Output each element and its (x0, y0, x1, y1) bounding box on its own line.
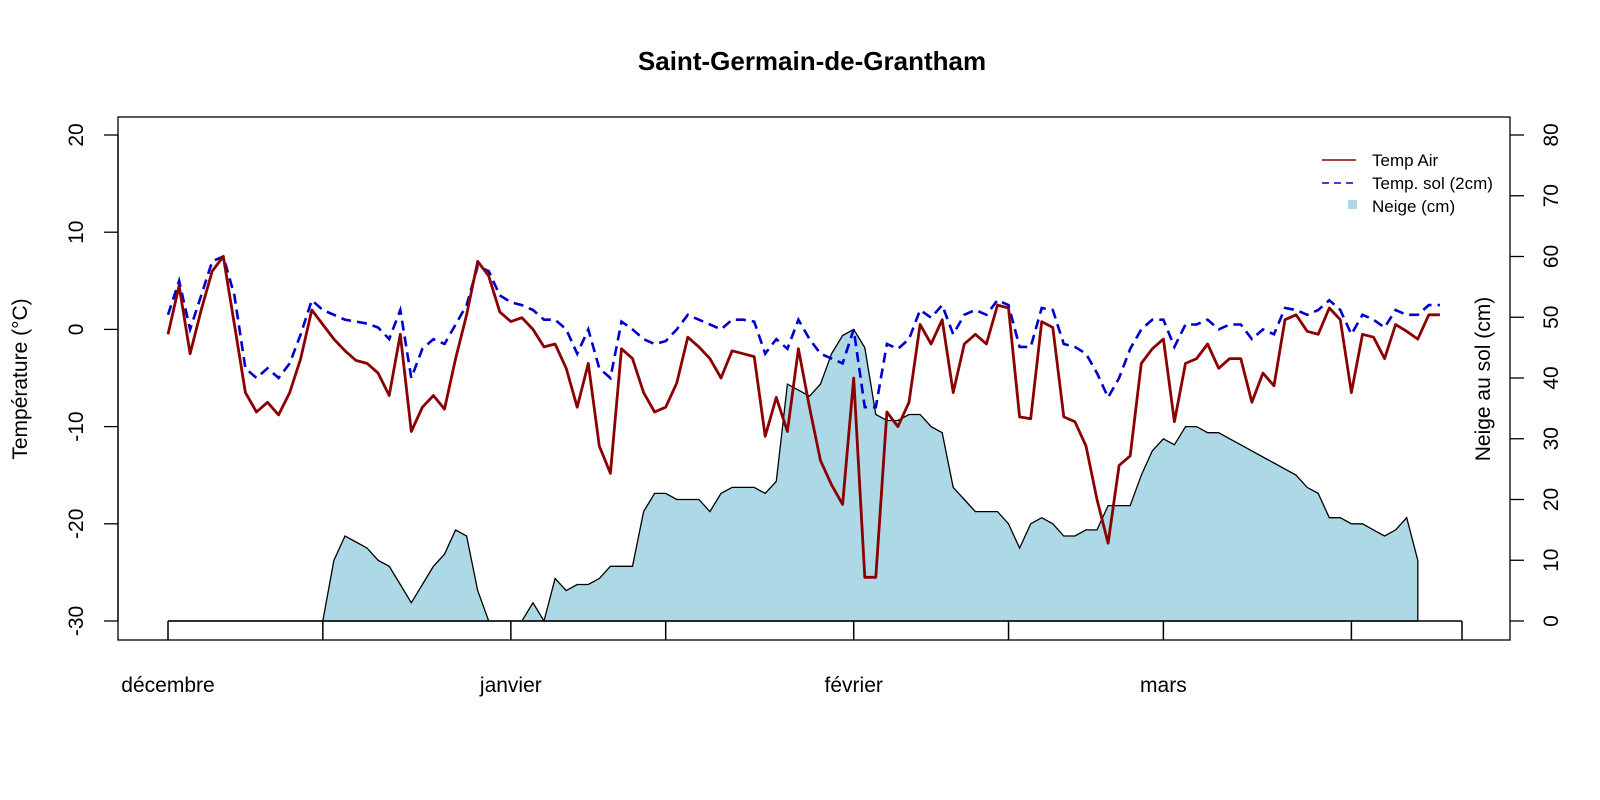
y-right-tick-label: 30 (1540, 427, 1563, 450)
month-ticks (167, 621, 1463, 640)
right-axis: 0 10 20 30 40 50 60 70 80 (1510, 123, 1563, 627)
month-label: décembre (121, 674, 214, 697)
legend: Temp Air Temp. sol (2cm) Neige (cm) (1322, 151, 1493, 216)
legend-neige-label: Neige (cm) (1372, 197, 1455, 216)
y-right-tick-label: 40 (1540, 366, 1563, 389)
month-label: février (825, 674, 883, 697)
month-label: mars (1140, 674, 1187, 697)
y-tick-label: -30 (65, 606, 88, 636)
month-labels: décembre janvier février mars (121, 674, 1186, 697)
y-tick-label: 10 (65, 221, 88, 244)
y-tick-label: -10 (65, 411, 88, 441)
series-temp-air-line (166, 255, 1440, 579)
y-right-tick-label: 70 (1540, 184, 1563, 207)
y-right-tick-label: 20 (1540, 488, 1563, 511)
y-right-tick-label: 50 (1540, 306, 1563, 329)
legend-temp-air-label: Temp Air (1372, 151, 1438, 170)
month-label: janvier (479, 674, 542, 697)
chart-title: Saint-Germain-de-Grantham (638, 46, 986, 76)
y-right-tick-label: 60 (1540, 245, 1563, 268)
series-neige-area (168, 328, 1419, 623)
y-right-tick-label: 10 (1540, 549, 1563, 572)
y-tick-label: 20 (65, 123, 88, 146)
y-tick-label: 0 (65, 324, 88, 336)
series-temp-sol-line (166, 254, 1440, 409)
y-axis-right-label: Neige au sol (cm) (1472, 297, 1495, 462)
y-tick-label: -20 (65, 509, 88, 539)
y-right-tick-label: 0 (1540, 615, 1563, 627)
y-right-tick-label: 80 (1540, 123, 1563, 146)
legend-temp-sol-label: Temp. sol (2cm) (1372, 174, 1493, 193)
y-axis-label: Température (°C) (9, 298, 32, 459)
legend-neige-swatch (1348, 200, 1357, 209)
left-axis: -30 -20 -10 0 10 20 (65, 123, 119, 636)
